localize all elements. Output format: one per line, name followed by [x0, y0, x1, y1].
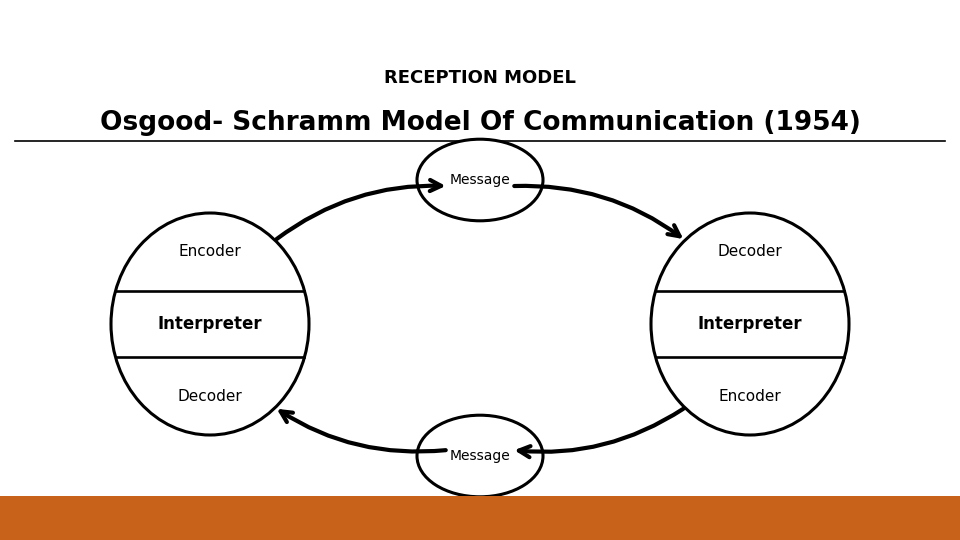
Text: RECEPTION MODEL: RECEPTION MODEL [384, 69, 576, 87]
Text: Message: Message [449, 449, 511, 463]
Text: Encoder: Encoder [179, 244, 241, 259]
Text: Decoder: Decoder [718, 244, 782, 259]
Ellipse shape [111, 213, 309, 435]
Ellipse shape [417, 415, 543, 497]
Ellipse shape [417, 139, 543, 221]
Text: Osgood- Schramm Model Of Communication (1954): Osgood- Schramm Model Of Communication (… [100, 110, 860, 136]
Text: Interpreter: Interpreter [698, 315, 803, 333]
Text: Encoder: Encoder [719, 389, 781, 404]
Ellipse shape [651, 213, 849, 435]
Text: Decoder: Decoder [178, 389, 242, 404]
Text: Message: Message [449, 173, 511, 187]
Text: Interpreter: Interpreter [157, 315, 262, 333]
Bar [0, 496, 960, 540]
